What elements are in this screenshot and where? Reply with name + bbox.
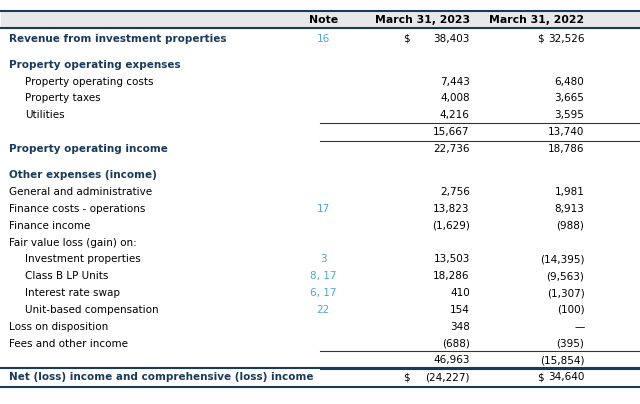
Text: 6, 17: 6, 17 [310, 288, 337, 298]
Text: 17: 17 [317, 204, 330, 214]
Text: (9,563): (9,563) [547, 271, 584, 281]
Text: $: $ [537, 34, 543, 44]
Text: Finance costs - operations: Finance costs - operations [9, 204, 145, 214]
Text: (100): (100) [557, 305, 584, 315]
Text: Investment properties: Investment properties [25, 255, 141, 264]
Text: 13,503: 13,503 [433, 255, 470, 264]
Text: Property operating expenses: Property operating expenses [9, 60, 180, 70]
Text: General and administrative: General and administrative [9, 187, 152, 197]
Text: Class B LP Units: Class B LP Units [25, 271, 108, 281]
Text: (15,854): (15,854) [540, 356, 584, 366]
Text: Net (loss) income and comprehensive (loss) income: Net (loss) income and comprehensive (los… [9, 372, 314, 382]
Text: 15,667: 15,667 [433, 127, 470, 137]
Text: 18,786: 18,786 [548, 144, 584, 154]
Text: 32,526: 32,526 [548, 34, 584, 44]
Text: 410: 410 [450, 288, 470, 298]
Text: Property operating costs: Property operating costs [25, 77, 154, 86]
Text: 13,740: 13,740 [548, 127, 584, 137]
Text: (14,395): (14,395) [540, 255, 584, 264]
Text: —: — [574, 322, 584, 332]
Text: 22: 22 [317, 305, 330, 315]
Text: 34,640: 34,640 [548, 372, 584, 382]
Text: (988): (988) [557, 221, 584, 231]
Text: (395): (395) [557, 339, 584, 349]
Text: 348: 348 [450, 322, 470, 332]
Text: 4,216: 4,216 [440, 110, 470, 120]
Text: 3: 3 [320, 255, 326, 264]
Text: Note: Note [308, 15, 338, 25]
Text: Loss on disposition: Loss on disposition [9, 322, 108, 332]
Text: (1,629): (1,629) [432, 221, 470, 231]
Text: Finance income: Finance income [9, 221, 90, 231]
Text: 1,981: 1,981 [555, 187, 584, 197]
Text: 4,008: 4,008 [440, 93, 470, 103]
Text: Revenue from investment properties: Revenue from investment properties [9, 34, 227, 44]
Text: $: $ [403, 372, 410, 382]
Text: $: $ [537, 372, 543, 382]
Text: 38,403: 38,403 [433, 34, 470, 44]
Text: Unit-based compensation: Unit-based compensation [25, 305, 159, 315]
Text: 2,756: 2,756 [440, 187, 470, 197]
Text: $: $ [403, 34, 410, 44]
Text: 7,443: 7,443 [440, 77, 470, 86]
Text: Interest rate swap: Interest rate swap [25, 288, 120, 298]
Text: 154: 154 [450, 305, 470, 315]
Text: 18,286: 18,286 [433, 271, 470, 281]
Text: 6,480: 6,480 [555, 77, 584, 86]
Text: (24,227): (24,227) [425, 372, 470, 382]
Text: 8,913: 8,913 [555, 204, 584, 214]
Text: (1,307): (1,307) [547, 288, 584, 298]
Text: 16: 16 [317, 34, 330, 44]
Text: 3,665: 3,665 [555, 93, 584, 103]
Text: Other expenses (income): Other expenses (income) [9, 170, 157, 180]
Bar [1, 11, 639, 28]
Text: 13,823: 13,823 [433, 204, 470, 214]
Text: 22,736: 22,736 [433, 144, 470, 154]
Text: Property operating income: Property operating income [9, 144, 168, 154]
Text: 8, 17: 8, 17 [310, 271, 337, 281]
Text: Fees and other income: Fees and other income [9, 339, 128, 349]
Text: March 31, 2022: March 31, 2022 [490, 15, 584, 25]
Text: Property taxes: Property taxes [25, 93, 100, 103]
Text: March 31, 2023: March 31, 2023 [374, 15, 470, 25]
Text: Utilities: Utilities [25, 110, 65, 120]
Text: (688): (688) [442, 339, 470, 349]
Text: 46,963: 46,963 [433, 356, 470, 366]
Text: 3,595: 3,595 [555, 110, 584, 120]
Text: Fair value loss (gain) on:: Fair value loss (gain) on: [9, 238, 137, 248]
